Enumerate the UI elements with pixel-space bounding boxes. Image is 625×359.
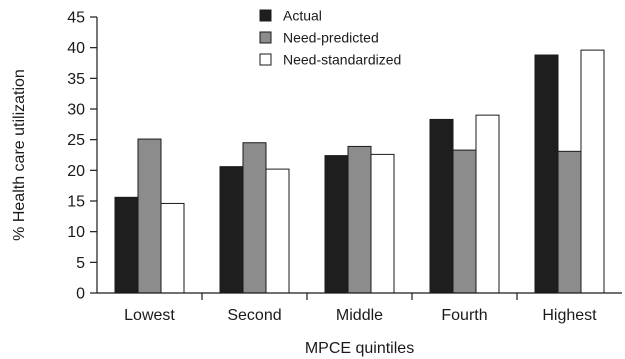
bar-need-standardized bbox=[580, 49, 605, 294]
x-tick-label: Highest bbox=[542, 307, 597, 324]
bar-need-predicted bbox=[452, 149, 477, 294]
x-tick-label: Lowest bbox=[124, 307, 175, 324]
legend-label-need-standardized: Need-standardized bbox=[283, 52, 401, 68]
bar-need-standardized bbox=[160, 202, 185, 294]
bar-actual bbox=[324, 155, 349, 294]
x-axis-ticks: Lowest Second Middle Fourth Highest bbox=[124, 293, 597, 324]
bars bbox=[114, 49, 605, 294]
bar-actual bbox=[114, 196, 139, 294]
legend-label-actual: Actual bbox=[283, 8, 322, 24]
y-tick-label: 30 bbox=[67, 102, 85, 119]
y-tick-label: 20 bbox=[67, 163, 85, 180]
y-tick-label: 5 bbox=[76, 255, 85, 272]
bar-need-predicted bbox=[557, 150, 582, 294]
legend-swatch-need-predicted bbox=[259, 31, 272, 44]
y-axis-ticks: 0 5 10 15 20 25 30 35 40 45 bbox=[67, 10, 97, 303]
y-tick-label: 0 bbox=[76, 286, 85, 303]
bar-need-standardized bbox=[265, 168, 290, 294]
y-tick-label: 15 bbox=[67, 194, 85, 211]
x-tick-label: Middle bbox=[336, 307, 383, 324]
y-tick-label: 45 bbox=[67, 10, 85, 27]
y-tick-label: 10 bbox=[67, 224, 85, 241]
legend-swatch-actual bbox=[259, 9, 272, 22]
bar-actual bbox=[219, 166, 244, 294]
y-tick-label: 40 bbox=[67, 40, 85, 57]
legend-swatch-need-standardized bbox=[259, 53, 272, 66]
bar-need-standardized bbox=[370, 153, 395, 294]
y-axis-label: % Health care utilization bbox=[11, 69, 28, 241]
x-tick-label: Fourth bbox=[441, 307, 487, 324]
axes bbox=[96, 17, 622, 294]
x-tick-label: Second bbox=[227, 307, 281, 324]
y-tick-label: 35 bbox=[67, 71, 85, 88]
bar-need-predicted bbox=[242, 142, 267, 294]
legend: Actual Need-predicted Need-standardized bbox=[259, 8, 401, 68]
bar-need-predicted bbox=[347, 145, 372, 294]
bar-need-predicted bbox=[137, 138, 162, 294]
legend-label-need-predicted: Need-predicted bbox=[283, 30, 379, 46]
x-axis-label: MPCE quintiles bbox=[305, 340, 414, 357]
y-tick-label: 25 bbox=[67, 132, 85, 149]
bar-actual bbox=[534, 54, 559, 294]
bar-actual bbox=[429, 118, 454, 294]
bar-need-standardized bbox=[475, 114, 500, 294]
